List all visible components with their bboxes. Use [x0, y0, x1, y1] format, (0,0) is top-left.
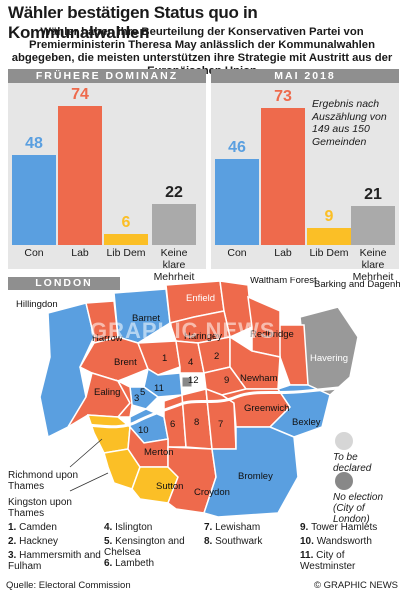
label-n11: 11 [154, 383, 164, 394]
label-n2: 2 [214, 351, 219, 362]
borough-brent [78, 336, 149, 382]
label-n7: 7 [218, 419, 223, 430]
key-item-4: 4. Islington [104, 522, 153, 533]
label-haringey: Haringey [184, 331, 222, 342]
label-n8: 8 [194, 417, 199, 428]
borough-lewisham [205, 387, 237, 450]
label-n9: 9 [224, 375, 229, 386]
page-title: Wähler bestätigen Status quo in Kommunal… [8, 3, 258, 42]
chart-1-value-1: 74 [71, 86, 89, 104]
borough-havering [299, 306, 359, 396]
borough-city-of-london [181, 376, 193, 388]
legend-no-election-label: No election (City of London) [333, 492, 384, 525]
key-item-1: 1. Camden [8, 522, 57, 533]
chart-1-category-2: Lib Dem [106, 247, 146, 259]
key-item-6: 6. Lambeth [104, 558, 155, 569]
chart-1-bar-0 [12, 155, 56, 245]
borough-bromley [203, 426, 299, 518]
chart-2-category-1: Lab [274, 247, 292, 259]
label-barking: Barking and Dagenham [314, 279, 400, 290]
chart-2-bar-3 [351, 205, 395, 245]
river-thames [87, 385, 349, 429]
label-newham: Newham [240, 373, 278, 384]
label-barnet: Barnet [132, 313, 160, 324]
label-n6: 6 [170, 419, 175, 430]
legend-undeclared-label: To be declared [333, 452, 372, 474]
key-item-5: 5. Kensington and Chelsea [104, 536, 185, 558]
label-sutton: Sutton [156, 481, 183, 492]
label-enfield: Enfield [186, 293, 215, 304]
label-redbridge: Redbridge [250, 329, 294, 340]
watermark: GRAPHIC NEWS [90, 318, 276, 343]
chart-1-category-0: Con [24, 247, 44, 259]
chart-1-bar-3 [152, 203, 196, 245]
chart-2-bar-0 [215, 158, 259, 245]
source: Quelle: Electoral Commission [6, 580, 131, 591]
key-item-9: 9. Tower Hamlets [300, 522, 378, 533]
label-croydon: Croydon [194, 487, 230, 498]
borough-waltham [219, 280, 253, 339]
label-n1: 1 [162, 353, 167, 364]
label-greenwich: Greenwich [244, 403, 289, 414]
borough-camden [136, 340, 181, 376]
legend-no-election-swatch [335, 472, 353, 490]
chart-2-title: MAI 2018 [211, 69, 399, 83]
label-n10: 10 [138, 425, 149, 436]
key-item-8: 8. Southwark [204, 536, 263, 547]
key-item-3: 3. Hammersmith and Fulham [8, 550, 101, 572]
label-havering: Havering [310, 353, 348, 364]
chart-2-bar-1 [261, 108, 305, 245]
label-kingston: Kingston upon Thames [8, 497, 72, 519]
chart-1-value-2: 6 [121, 213, 131, 231]
chart-2-value-0: 46 [228, 138, 246, 156]
label-brent: Brent [114, 357, 137, 368]
credit: © GRAPHIC NEWS [313, 580, 398, 591]
chart-2-category-3: Keine klare Mehrheit [352, 247, 394, 283]
key-item-11: 11. City of Westminster [300, 550, 356, 572]
label-richmond: Richmond upon Thames [8, 470, 79, 492]
label-merton: Merton [144, 447, 174, 458]
label-waltham: Waltham Forest [250, 277, 317, 286]
chart-1-bar-2 [104, 233, 148, 245]
legend-undeclared-swatch [335, 432, 353, 450]
label-hillingdon: Hillingdon [16, 299, 58, 310]
chart-1-bar-1 [58, 106, 102, 245]
map-heading: LONDON [8, 277, 120, 290]
chart-1-category-1: Lab [71, 247, 89, 259]
key-item-10: 10. Wandsworth [300, 536, 372, 547]
chart-1-category-3: Keine klare Mehrheit [153, 247, 195, 283]
label-n3: 3 [134, 393, 139, 404]
chart-2-category-2: Lib Dem [309, 247, 349, 259]
label-n12: 12 [188, 375, 199, 386]
label-ealing: Ealing [94, 387, 120, 398]
chart-1-title: FRÜHERE DOMINANZ [8, 69, 206, 83]
chart-1-value-0: 48 [25, 135, 43, 152]
chart-2-value-3: 21 [364, 185, 382, 203]
borough-barnet [113, 288, 171, 344]
key-item-7: 7. Lewisham [204, 522, 261, 533]
chart-1-value-3: 22 [165, 183, 183, 201]
label-harrow: Harrow [92, 333, 123, 344]
chart-2-category-0: Con [227, 247, 247, 259]
chart-2-annotation: Ergebnis nach Auszählung von 149 aus 150… [312, 98, 387, 148]
label-bexley: Bexley [292, 417, 321, 428]
label-n5: 5 [140, 387, 145, 398]
chart-2-value-1: 73 [274, 88, 292, 106]
borough-islington [175, 340, 205, 374]
borough-richmond [86, 414, 131, 454]
borough-bexley [268, 384, 331, 438]
label-bromley: Bromley [238, 471, 273, 482]
chart-2-value-2: 9 [324, 208, 334, 226]
label-n4: 4 [188, 357, 193, 368]
london-map: Hillingdon Barnet Enfield Waltham Forest… [8, 275, 404, 520]
chart-2-bar-2 [307, 228, 351, 245]
key-item-2: 2. Hackney [8, 536, 59, 547]
